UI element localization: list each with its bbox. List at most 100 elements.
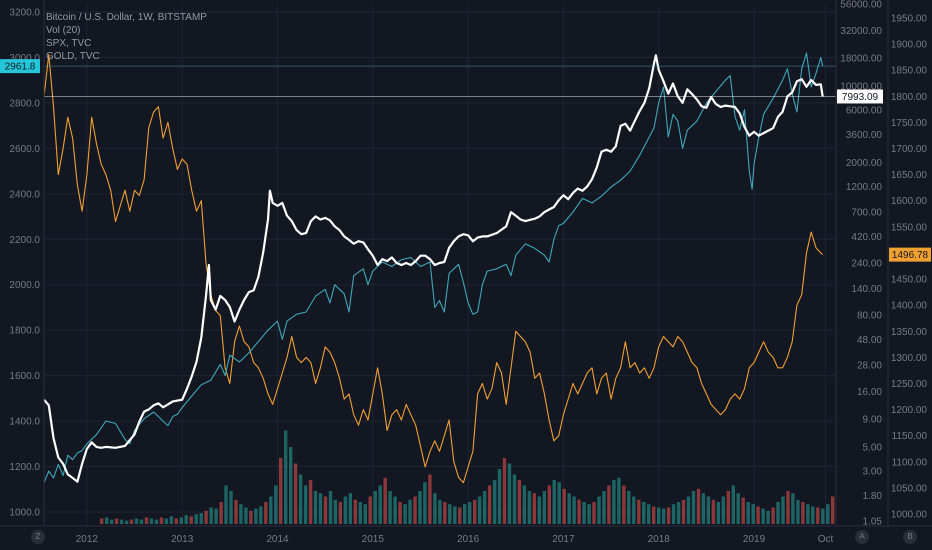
volume-bar <box>736 493 740 524</box>
right-tick-label: 1750.00 <box>891 118 928 129</box>
legend-spx: SPX, TVC <box>46 38 92 49</box>
volume-bar <box>473 499 477 524</box>
right-tick-label: 1200.00 <box>891 405 928 416</box>
right-tick-label: 1150.00 <box>892 431 928 442</box>
volume-bar <box>194 514 198 524</box>
volume-bar <box>109 519 114 524</box>
right-tick-label: 1700.00 <box>891 144 928 155</box>
middle-tick-label: 3600.00 <box>846 130 883 141</box>
middle-tick-label: 10000.00 <box>840 81 882 92</box>
x-tick-label: 2012 <box>76 534 99 545</box>
volume-bar <box>537 496 541 524</box>
middle-tick-label: 16.00 <box>857 387 882 398</box>
volume-bar <box>666 507 671 524</box>
left-tick-label: 2800.0 <box>9 98 40 109</box>
x-tick-label: 2014 <box>266 534 289 545</box>
volume-bar <box>353 499 357 524</box>
log-scale-button[interactable]: B <box>903 530 917 544</box>
middle-tick-label: 2000.00 <box>846 158 883 169</box>
spx-line <box>43 52 824 483</box>
middle-tick-label: 3.00 <box>863 467 883 478</box>
volume-bar <box>338 502 343 524</box>
volume-bar <box>249 510 253 524</box>
volume-bar <box>711 499 716 524</box>
volume-bar <box>219 502 223 524</box>
volume-bar <box>726 491 730 524</box>
volume-bar <box>542 491 546 524</box>
volume-bar <box>776 502 780 524</box>
volume-bar <box>308 480 313 524</box>
volume-bar <box>771 507 775 524</box>
volume-bar <box>100 518 104 524</box>
volume-bar <box>696 488 701 524</box>
middle-tick-label: 1200.00 <box>846 182 883 193</box>
volume-bar <box>492 480 497 524</box>
btc-last-label-bg <box>837 89 883 104</box>
volume-bar <box>433 493 437 524</box>
volume-bar <box>124 520 129 524</box>
gold-last-label-bg <box>889 247 931 262</box>
volume-bar <box>786 491 790 524</box>
left-tick-label: 1200.0 <box>9 462 40 473</box>
middle-tick-label: 1.05 <box>863 517 883 528</box>
volume-bar <box>622 485 626 524</box>
volume-bar <box>199 513 203 524</box>
volume-bar <box>468 502 472 524</box>
series-lines <box>43 52 836 484</box>
x-tick-label: Oct <box>818 534 834 545</box>
volume-bar <box>716 502 720 524</box>
volume-bar <box>383 477 387 524</box>
volume-bar <box>448 504 452 524</box>
volume-bar <box>731 485 735 524</box>
volume-bar <box>497 469 502 524</box>
spx-last-label: 2961.8 <box>0 59 40 74</box>
volume-bar <box>458 507 462 524</box>
volume-bar <box>801 502 805 524</box>
volume-bar <box>413 496 417 524</box>
gold-line <box>43 53 824 484</box>
right-tick-label: 1450.00 <box>891 275 928 286</box>
volume-bar <box>169 516 173 524</box>
volume-bar <box>721 496 725 524</box>
volume-bar <box>761 508 765 524</box>
gold-last-label: 1496.78 <box>889 247 931 262</box>
volume-bar <box>393 496 397 524</box>
right-tick-label: 1050.00 <box>891 483 928 494</box>
middle-tick-label: 28.00 <box>857 361 882 372</box>
left-tick-label: 2000.0 <box>9 280 40 291</box>
volume-bar <box>463 504 467 524</box>
volume-bar <box>477 496 482 524</box>
volume-bar <box>423 482 427 524</box>
middle-tick-label: 32000.00 <box>840 26 882 37</box>
volume-bar <box>378 485 382 524</box>
auto-scale-button[interactable]: A <box>855 530 869 544</box>
left-tick-label: 2200.0 <box>9 235 40 246</box>
volume-bar <box>333 499 338 524</box>
volume-bar <box>527 491 532 524</box>
volume-bar <box>627 491 631 524</box>
gold-last-label-text: 1496.78 <box>892 250 929 261</box>
volume-bar <box>676 502 681 524</box>
volume-bar <box>224 485 228 524</box>
volume-bar <box>279 458 283 524</box>
right-tick-label: 1550.00 <box>891 222 928 233</box>
volume-bar <box>592 502 596 524</box>
left-tick-label: 1600.0 <box>9 371 40 382</box>
volume-bar <box>746 502 750 524</box>
volume-bar <box>781 496 785 524</box>
x-tick-label: 2019 <box>743 534 766 545</box>
volume-bar <box>607 485 611 524</box>
volume-bar <box>114 518 119 524</box>
volume-bar <box>567 493 571 524</box>
x-tick-label: 2016 <box>457 534 480 545</box>
timezone-button[interactable]: Z <box>31 530 45 544</box>
volume-bar <box>189 516 193 524</box>
volume-bar <box>691 491 696 524</box>
volume-bar <box>358 502 362 524</box>
volume-bar <box>179 517 183 524</box>
volume-bar <box>602 491 606 524</box>
volume-bar <box>686 496 691 524</box>
volume-bar <box>453 506 457 524</box>
middle-tick-label: 140.00 <box>851 284 882 295</box>
volume-bar <box>154 519 159 524</box>
